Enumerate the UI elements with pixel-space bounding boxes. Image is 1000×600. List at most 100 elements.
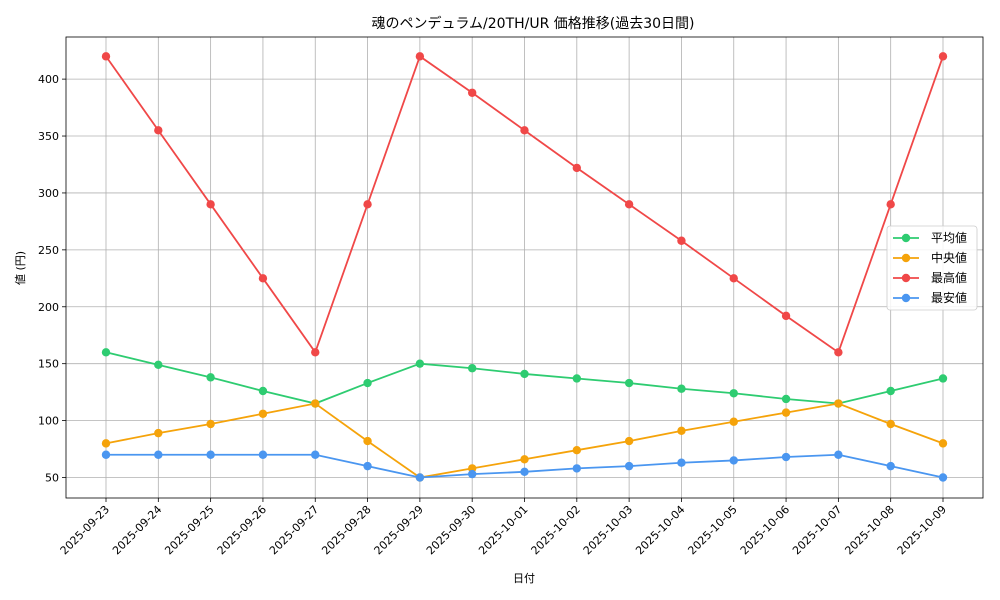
- y-tick-label: 100: [38, 415, 59, 428]
- data-point: [624, 436, 634, 446]
- x-axis-label: 日付: [513, 572, 535, 585]
- x-tick-label: 2025-09-29: [372, 503, 426, 557]
- data-point: [729, 417, 738, 426]
- data-point: [572, 445, 582, 455]
- grid: [66, 37, 983, 498]
- data-point: [781, 394, 791, 404]
- data-point: [154, 450, 163, 459]
- legend-item: 平均値: [893, 230, 967, 245]
- data-point: [729, 274, 738, 283]
- data-point: [886, 419, 895, 429]
- legend-item: 最安値: [893, 290, 967, 305]
- y-tick-label: 400: [38, 73, 59, 86]
- data-point: [520, 126, 529, 135]
- data-point: [677, 426, 686, 436]
- data-point: [206, 373, 215, 382]
- data-point: [677, 384, 686, 393]
- data-point: [834, 450, 843, 459]
- data-point: [520, 369, 529, 379]
- y-tick-label: 50: [45, 472, 59, 485]
- data-point: [886, 386, 895, 396]
- data-point: [467, 88, 477, 97]
- legend-label: 最安値: [931, 290, 967, 305]
- x-tick-label: 2025-10-02: [529, 503, 583, 557]
- x-tick-label: 2025-10-05: [685, 503, 739, 557]
- x-tick-label: 2025-09-25: [162, 503, 216, 557]
- data-point: [624, 200, 634, 209]
- data-point: [311, 348, 320, 357]
- x-tick-label: 2025-10-07: [790, 503, 844, 557]
- x-tick-label: 2025-09-24: [110, 503, 164, 557]
- legend-item: 最高値: [893, 270, 967, 285]
- data-point: [520, 467, 529, 477]
- series: [101, 52, 948, 482]
- legend-box: [886, 225, 978, 311]
- x-tick-label: 2025-10-04: [633, 503, 687, 557]
- legend-label: 中央値: [931, 250, 967, 265]
- data-point: [938, 52, 948, 61]
- legend-marker: [901, 233, 911, 243]
- x-tick-label: 2025-09-27: [267, 503, 321, 557]
- data-point: [154, 428, 163, 438]
- data-point: [363, 200, 372, 209]
- y-tick-label: 250: [38, 244, 59, 257]
- data-point: [624, 378, 634, 388]
- data-point: [258, 409, 268, 418]
- data-point: [258, 386, 268, 396]
- data-point: [467, 469, 477, 479]
- data-point: [311, 450, 320, 459]
- data-point: [206, 450, 215, 459]
- x-tick-label: 2025-09-26: [215, 503, 269, 557]
- y-tick-label: 200: [38, 301, 59, 314]
- x-tick-label: 2025-10-01: [476, 503, 530, 557]
- data-point: [572, 464, 582, 473]
- data-point: [363, 461, 372, 471]
- data-point: [729, 456, 738, 465]
- x-tick-label: 2025-10-06: [738, 503, 792, 557]
- legend-label: 平均値: [931, 230, 967, 245]
- x-tick-label: 2025-10-09: [895, 503, 949, 557]
- x-tick-label: 2025-09-28: [319, 503, 373, 557]
- x-tick-label: 2025-09-30: [424, 503, 478, 557]
- legend-marker: [901, 293, 911, 303]
- data-point: [467, 364, 477, 373]
- data-point: [258, 274, 268, 283]
- data-point: [886, 461, 895, 471]
- data-point: [834, 399, 843, 408]
- data-point: [101, 450, 111, 459]
- data-point: [520, 455, 529, 464]
- data-point: [101, 439, 111, 448]
- data-point: [415, 473, 425, 482]
- data-point: [938, 374, 948, 383]
- x-tick-label: 2025-09-23: [58, 503, 112, 557]
- x-tick-label: 2025-10-08: [842, 503, 896, 557]
- y-axis-ticks: 50 100 150 200 250 300 350 400: [38, 73, 66, 485]
- data-point: [834, 348, 843, 357]
- data-point: [311, 399, 320, 408]
- data-point: [938, 473, 948, 482]
- legend-marker: [901, 273, 911, 283]
- y-tick-label: 150: [38, 358, 59, 371]
- y-tick-label: 350: [38, 130, 59, 143]
- series-3: [101, 450, 948, 482]
- data-point: [677, 458, 686, 467]
- legend-item: 中央値: [893, 250, 967, 265]
- data-point: [938, 439, 948, 448]
- series-2: [101, 52, 948, 357]
- data-point: [624, 461, 634, 471]
- data-point: [206, 419, 215, 429]
- data-point: [154, 360, 163, 370]
- data-point: [729, 389, 738, 398]
- data-point: [572, 374, 582, 383]
- data-point: [101, 52, 111, 61]
- data-point: [781, 452, 791, 462]
- legend-label: 最高値: [931, 270, 967, 285]
- x-tick-label: 2025-10-03: [581, 503, 635, 557]
- data-point: [886, 200, 895, 209]
- data-point: [363, 436, 372, 446]
- data-point: [206, 200, 215, 209]
- data-point: [154, 126, 163, 135]
- y-axis-label: 値 (円): [14, 251, 27, 285]
